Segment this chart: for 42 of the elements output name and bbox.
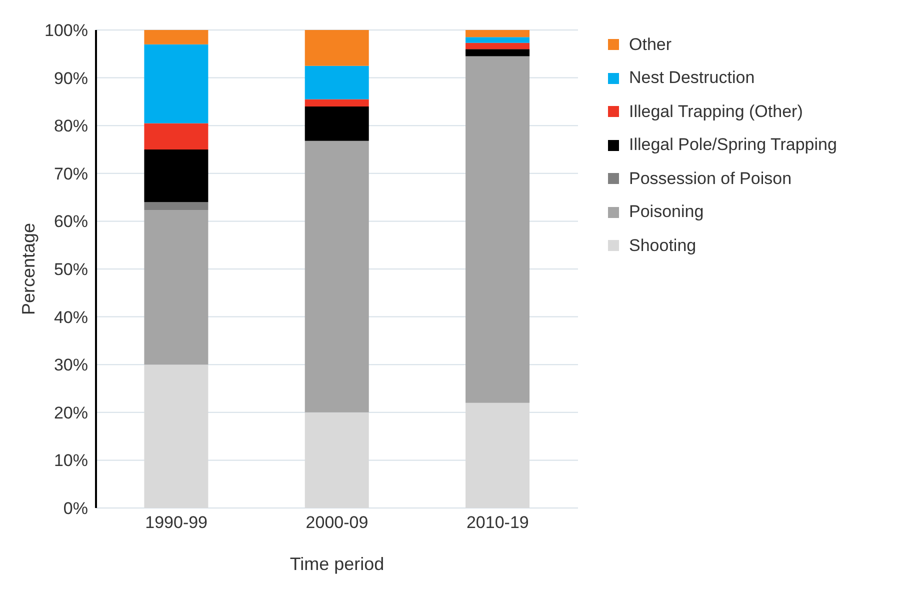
- y-tick-label: 50%: [54, 260, 88, 280]
- y-tick-label: 30%: [54, 356, 88, 375]
- legend-label: Nest Destruction: [629, 68, 755, 88]
- y-tick-label: 60%: [54, 212, 88, 232]
- bar: [304, 106, 369, 141]
- bar: [466, 30, 530, 38]
- bar: [304, 30, 369, 66]
- y-tick-label: 0%: [63, 499, 88, 518]
- legend-label: Shooting: [629, 236, 696, 256]
- bar: [466, 42, 530, 50]
- bar: [144, 44, 208, 124]
- x-tick-label: 1990-99: [145, 513, 208, 532]
- y-tick-label: 70%: [54, 164, 88, 184]
- bar: [466, 56, 530, 403]
- bar: [466, 37, 530, 43]
- bar: [144, 150, 208, 202]
- x-tick-label: 2010-19: [466, 513, 529, 532]
- bar: [144, 210, 208, 365]
- y-tick-label: 20%: [54, 403, 88, 422]
- legend-label: Other: [629, 34, 672, 55]
- y-tick-label: 80%: [54, 116, 88, 136]
- y-tick-label: 90%: [54, 68, 88, 88]
- bar: [466, 402, 530, 508]
- bar: [304, 140, 369, 412]
- legend-label: Illegal Pole/Spring Trapping: [629, 135, 837, 156]
- legend-label: Illegal Trapping (Other): [629, 102, 803, 122]
- y-tick-label: 100%: [44, 21, 88, 40]
- bar: [304, 412, 369, 508]
- bar: [144, 364, 208, 508]
- y-axis-title: Percentage: [18, 222, 38, 316]
- y-tick-label: 10%: [54, 451, 88, 470]
- bar: [304, 66, 369, 100]
- y-tick-label: 40%: [54, 308, 88, 327]
- x-tick-label: 2000-09: [306, 513, 368, 532]
- x-axis-title: Time period: [290, 554, 384, 574]
- legend-label: Possession of Poison: [629, 168, 792, 189]
- legend-label: Poisoning: [629, 202, 704, 222]
- bar: [144, 202, 208, 210]
- bar: [144, 123, 208, 150]
- bar: [304, 99, 369, 106]
- bar: [466, 49, 530, 56]
- bar: [144, 30, 208, 44]
